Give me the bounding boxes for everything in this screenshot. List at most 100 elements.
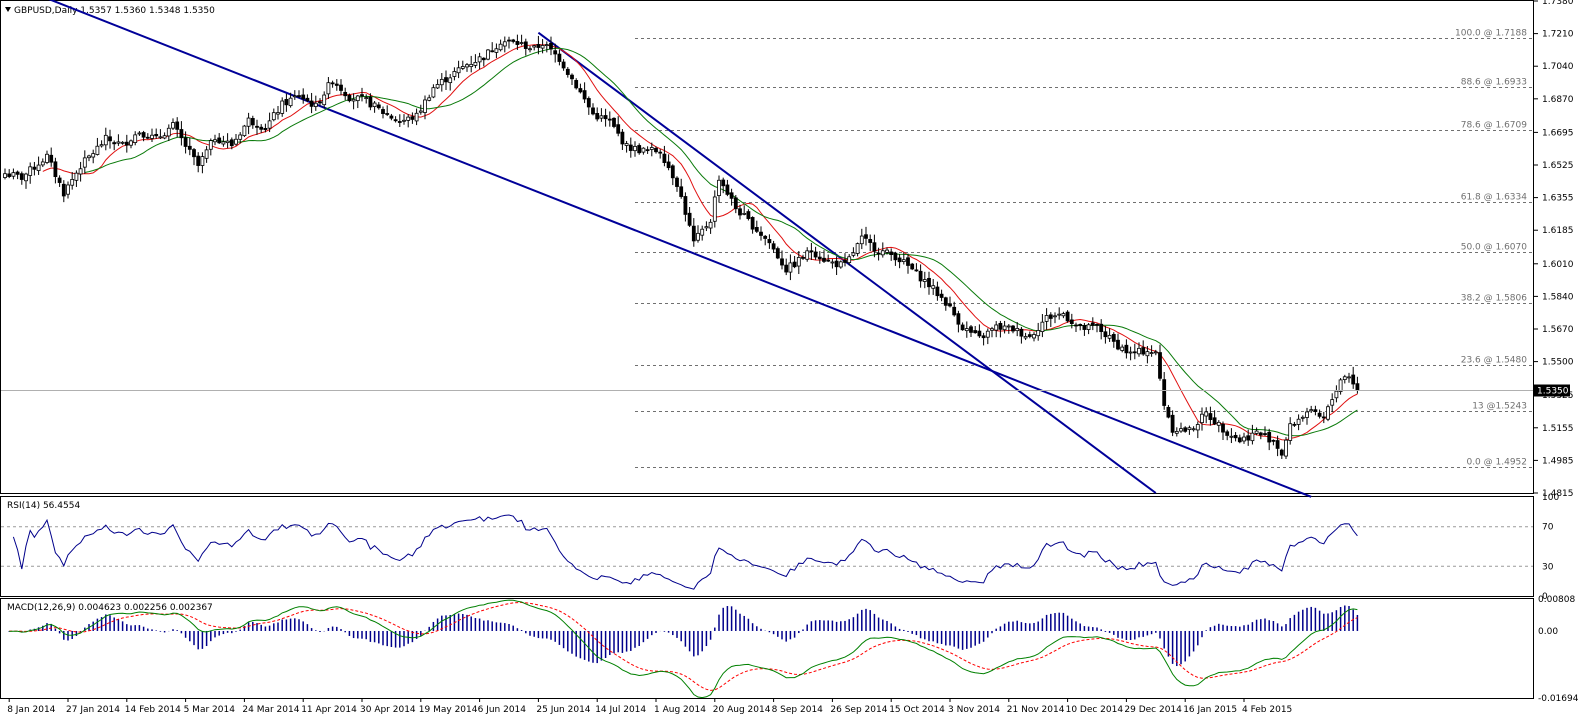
- candle-body: [385, 113, 390, 115]
- price-tick-label: 1.6695: [1542, 128, 1574, 138]
- candle-body: [246, 117, 251, 127]
- candle-body: [511, 39, 516, 42]
- rsi-tick-label: 70: [1542, 523, 1554, 533]
- candle-body: [1347, 376, 1351, 379]
- rsi-tick-label: 0: [1542, 592, 1548, 602]
- time-tick-label: 16 Jan 2015: [1183, 705, 1237, 715]
- time-tick-label: 25 Jun 2014: [536, 705, 590, 715]
- candle-body: [1107, 334, 1112, 339]
- candle-body: [620, 131, 625, 145]
- candle-body: [1061, 313, 1066, 317]
- candle-body: [561, 61, 566, 69]
- candle-body: [66, 184, 70, 195]
- candle-body: [498, 43, 503, 51]
- time-tick-label: 6 Jun 2014: [478, 705, 527, 715]
- candle-body: [1078, 324, 1083, 327]
- candle-body: [360, 94, 364, 97]
- candle-body: [381, 109, 385, 114]
- candle-body: [964, 328, 969, 332]
- candle-body: [1338, 379, 1343, 392]
- candle-body: [120, 141, 125, 144]
- collapse-triangle-icon[interactable]: [5, 7, 11, 12]
- moving-averages: [42, 44, 1358, 441]
- candle-body: [746, 211, 751, 219]
- candle-body: [851, 252, 856, 256]
- candle-body: [847, 256, 852, 264]
- candle-body: [1208, 413, 1213, 420]
- candle-body: [183, 137, 188, 147]
- candle-body: [1233, 434, 1238, 439]
- price-tick-label: 1.5840: [1542, 292, 1574, 302]
- candle-body: [1296, 418, 1301, 425]
- candle-body: [565, 68, 570, 75]
- price-tick-label: 1.6525: [1542, 161, 1574, 171]
- time-tick-label: 14 Jul 2014: [595, 705, 646, 715]
- candle-body: [948, 303, 952, 307]
- candle-body: [792, 261, 797, 268]
- price-tick-label: 1.7380: [1542, 0, 1574, 7]
- candle-body: [834, 260, 839, 268]
- candle-body: [960, 324, 965, 331]
- candle-body: [889, 251, 894, 255]
- candle-body: [427, 97, 432, 101]
- candle-body: [1258, 432, 1263, 436]
- candle-body: [1271, 439, 1276, 442]
- price-tick-label: 1.5500: [1542, 358, 1574, 368]
- candle-body: [696, 232, 700, 241]
- candle-body: [742, 212, 747, 215]
- candle-body: [691, 225, 696, 242]
- candle-body: [116, 141, 121, 144]
- candle-body: [234, 138, 238, 145]
- time-tick-label: 27 Jan 2014: [66, 705, 120, 715]
- candle-body: [175, 121, 180, 130]
- candle-body: [826, 259, 831, 262]
- candle-body: [977, 330, 982, 337]
- candle-body: [11, 172, 16, 177]
- time-tick-label: 5 Mar 2014: [184, 705, 236, 715]
- candle-body: [788, 262, 793, 273]
- candle-body: [830, 261, 835, 264]
- candle-body: [53, 161, 58, 178]
- candle-body: [1006, 325, 1011, 328]
- candle-body: [166, 127, 171, 137]
- candle-body: [591, 107, 595, 115]
- candle-body: [880, 250, 885, 256]
- candle-body: [675, 177, 679, 187]
- candle-body: [1229, 435, 1234, 438]
- candle-body: [238, 134, 243, 140]
- candle-body: [1044, 315, 1049, 322]
- candle-body: [1120, 346, 1125, 351]
- candle-body: [288, 97, 293, 107]
- channel-upper-line: [48, 0, 1312, 498]
- price-tick-label: 1.4985: [1542, 456, 1574, 466]
- candle-body: [893, 252, 898, 261]
- candle-body: [313, 102, 318, 107]
- candle-body: [969, 326, 973, 333]
- candle-body: [767, 239, 772, 244]
- time-tick-label: 1 Aug 2014: [654, 705, 706, 715]
- candle-body: [435, 84, 440, 89]
- candle-body: [998, 322, 1003, 330]
- macd-tick-label: 0.00808: [1538, 595, 1575, 605]
- candle-body: [1145, 351, 1150, 357]
- candle-body: [200, 156, 205, 166]
- candle-body: [1103, 331, 1108, 338]
- candle-body: [914, 269, 919, 272]
- candle-body: [1225, 431, 1230, 436]
- candle-body: [544, 44, 549, 47]
- candle-body: [574, 80, 579, 89]
- candle-body: [729, 192, 734, 199]
- candle-body: [318, 101, 322, 104]
- candle-body: [82, 157, 87, 168]
- candle-body: [1141, 347, 1146, 355]
- candle-body: [943, 297, 948, 306]
- candle-body: [885, 249, 889, 253]
- candle-body: [784, 264, 789, 273]
- main-panel-frame: [0, 0, 1534, 494]
- candle-body: [1305, 411, 1309, 418]
- candle-body: [990, 328, 994, 331]
- candle-body: [1330, 399, 1335, 406]
- candle-body: [376, 104, 381, 109]
- price-tick-label: 1.4815: [1542, 489, 1574, 499]
- time-tick-label: 26 Sep 2014: [830, 705, 887, 715]
